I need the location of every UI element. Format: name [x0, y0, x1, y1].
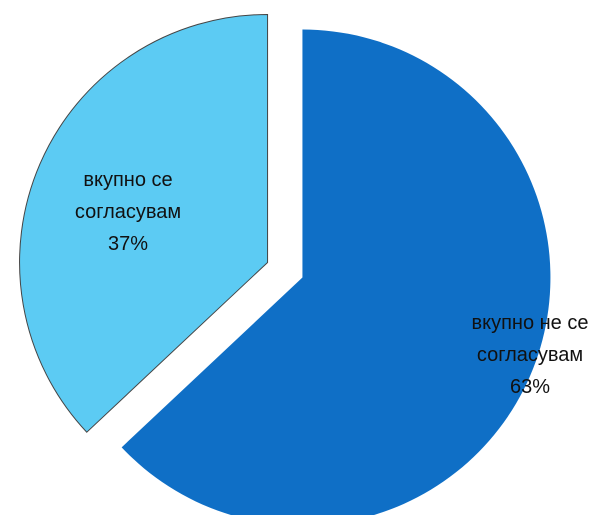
slice-label: вкупно не се согласувам 63% [471, 307, 589, 403]
slice-label: вкупно се согласувам 37% [69, 164, 187, 260]
category-label: вкупно се согласувам [74, 169, 182, 223]
pie-slice [19, 13, 269, 433]
value-label: 63% [509, 376, 551, 398]
pie-slice [121, 29, 551, 515]
value-label: 37% [107, 233, 149, 255]
category-label: вкупно не се согласувам [471, 312, 589, 366]
